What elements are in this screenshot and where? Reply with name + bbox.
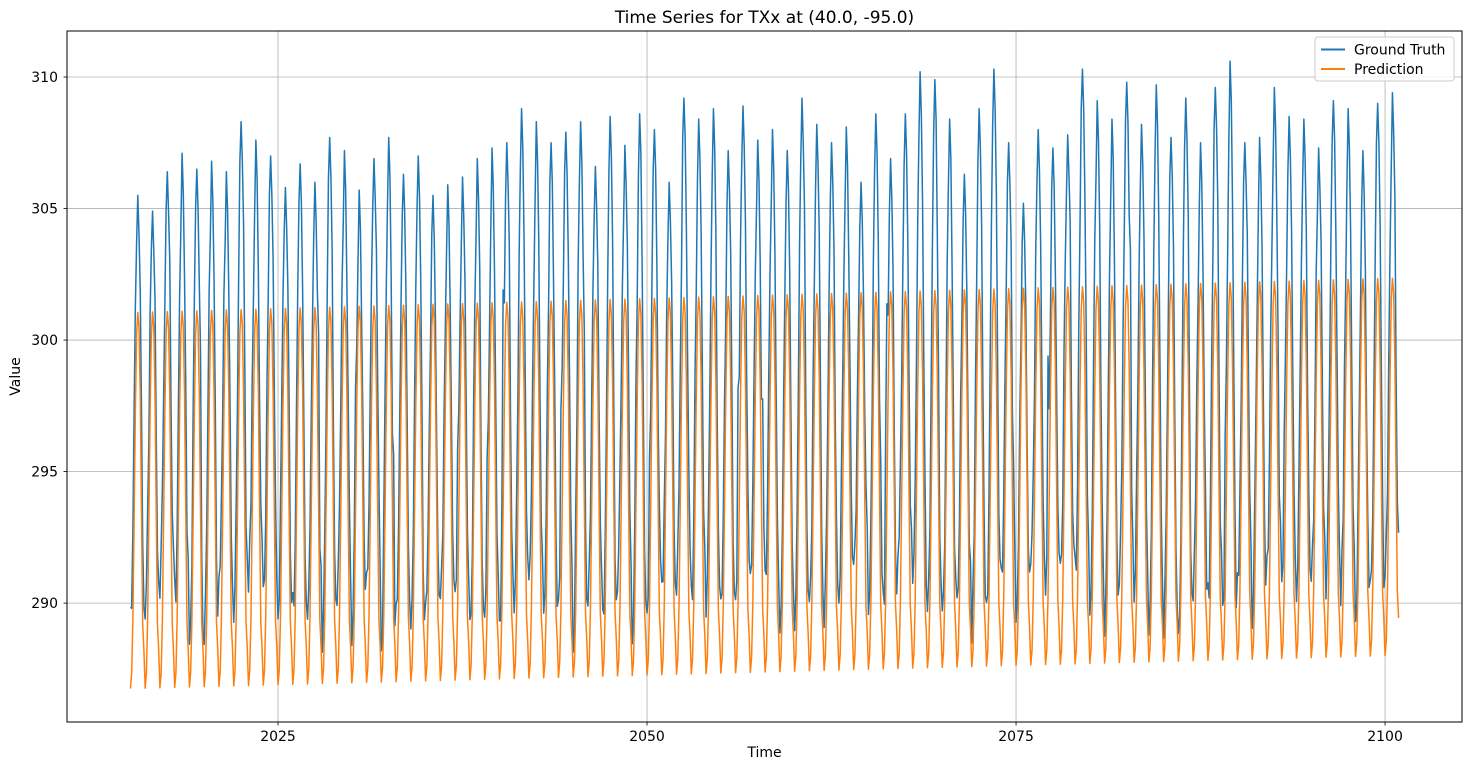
axis-ticks: 2025 2050 2075 2100 290 295 300 305 310 (31, 70, 1403, 745)
y-tick-label: 290 (31, 596, 58, 612)
x-tick-label: 2075 (998, 729, 1034, 745)
axes-frame (66, 30, 1463, 723)
legend: Ground Truth Prediction (1314, 36, 1455, 82)
y-axis-label: Value (8, 357, 24, 395)
x-tick-label: 2025 (260, 729, 296, 745)
y-tick-label: 310 (31, 70, 58, 86)
series-lines (129, 60, 1400, 689)
series-line-prediction (129, 277, 1400, 689)
x-tick-label: 2100 (1367, 729, 1403, 745)
chart-title: Time Series for TXx at (40.0, -95.0) (614, 8, 914, 28)
legend-label-ground-truth: Ground Truth (1354, 43, 1445, 59)
legend-frame (1314, 36, 1455, 82)
x-tick-label: 2050 (629, 729, 665, 745)
x-axis-label: Time (746, 745, 781, 761)
y-tick-label: 305 (31, 202, 58, 218)
series-line-ground-truth (129, 60, 1400, 653)
y-tick-label: 295 (31, 465, 58, 481)
y-tick-label: 300 (31, 333, 58, 349)
legend-label-prediction: Prediction (1354, 62, 1424, 78)
